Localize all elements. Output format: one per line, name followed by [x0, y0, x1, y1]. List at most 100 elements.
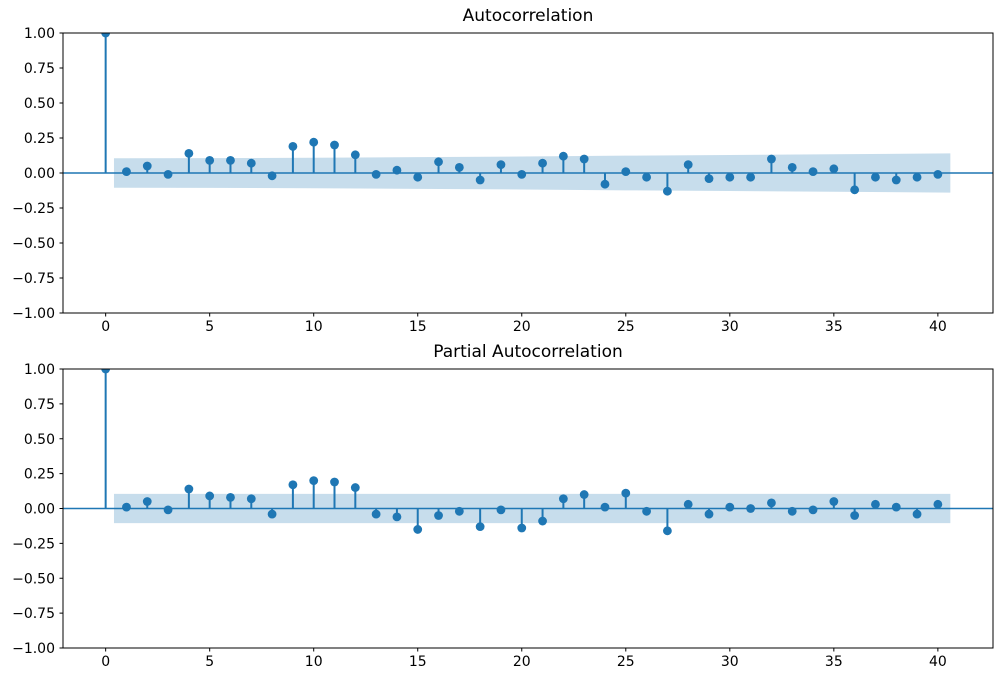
stem-marker	[662, 526, 672, 536]
stem-marker	[912, 509, 922, 519]
stem-marker	[621, 488, 631, 498]
stem-marker	[226, 492, 235, 502]
stem-marker	[413, 525, 423, 534]
stem-marker	[142, 497, 152, 506]
stem-marker	[871, 172, 880, 182]
stem-marker	[725, 502, 735, 512]
y-tick-label: 0.75	[24, 397, 55, 413]
stem-marker	[267, 509, 277, 519]
y-tick-label: 0.00	[24, 502, 55, 518]
x-tick-label: 5	[205, 654, 214, 670]
y-tick-label: 0.25	[24, 131, 55, 147]
x-tick-label: 35	[825, 654, 843, 670]
x-tick-label: 15	[409, 319, 427, 335]
stem-marker	[558, 151, 568, 161]
stem-marker	[496, 160, 506, 170]
stem-marker	[787, 506, 797, 516]
stem-marker	[891, 175, 901, 185]
stem-marker	[642, 506, 651, 516]
stem-marker	[683, 160, 693, 170]
stem-marker	[205, 156, 215, 165]
stem-marker	[891, 502, 901, 512]
x-tick-label: 0	[101, 654, 110, 670]
x-tick-label: 15	[409, 654, 427, 670]
x-tick-label: 40	[929, 319, 947, 335]
stem-marker	[787, 163, 797, 172]
stem-marker	[246, 494, 256, 504]
x-tick-label: 10	[305, 654, 323, 670]
stem-marker	[558, 494, 568, 504]
stem-marker	[350, 150, 360, 160]
stem-marker	[579, 490, 589, 499]
stem-marker	[517, 170, 527, 179]
x-tick-label: 30	[721, 319, 739, 335]
y-tick-label: 0.50	[24, 96, 55, 112]
stem-marker	[517, 523, 527, 533]
y-tick-label: 0.75	[24, 61, 55, 77]
stem-marker	[538, 516, 547, 526]
stem-marker	[579, 154, 589, 164]
stem-marker	[267, 171, 277, 181]
x-tick-label: 20	[513, 654, 531, 670]
stem-marker	[413, 172, 423, 182]
stem-marker	[434, 157, 443, 167]
stem-marker	[767, 154, 776, 164]
stem-marker	[538, 158, 547, 168]
stem-marker	[122, 502, 131, 512]
x-tick-label: 10	[305, 319, 323, 335]
y-tick-label: −0.75	[12, 271, 55, 287]
x-tick-label: 35	[825, 319, 843, 335]
pacf-plot: 0 5 10 15 20 25 30 35 40 1.00 0.75 0.50 0.25 0.00 −0.2…	[12, 362, 994, 670]
stem-marker	[642, 172, 651, 182]
stem-marker	[434, 511, 443, 520]
acf-plot: 0 5 10 15 20 25 30 35 40 1.00 0.75 0.50 0.25 0.00 −0.2…	[12, 26, 994, 335]
x-tick-label: 5	[205, 319, 214, 335]
stem-marker	[662, 186, 672, 196]
stem-marker	[683, 499, 693, 509]
y-tick-label: 0.00	[24, 166, 55, 182]
stem-marker	[371, 509, 381, 519]
x-tick-label: 30	[721, 654, 739, 670]
y-tick-label: 0.25	[24, 467, 55, 483]
stem-marker	[246, 158, 256, 168]
stem-marker	[912, 172, 922, 182]
y-tick-label: −0.25	[12, 201, 55, 217]
stem-marker	[101, 33, 111, 38]
stem-marker	[704, 174, 714, 184]
stem-marker	[205, 491, 215, 501]
stem-marker	[850, 185, 860, 195]
stem-marker	[350, 483, 360, 492]
y-tick-label: −1.00	[12, 306, 55, 322]
stem-marker	[122, 167, 131, 177]
stem-marker	[309, 476, 319, 485]
stem-marker	[933, 499, 943, 509]
y-tick-label: −0.50	[12, 236, 55, 252]
stem-marker	[600, 502, 610, 512]
stem-marker	[829, 497, 839, 506]
x-tick-label: 40	[929, 654, 947, 670]
stem-marker	[621, 167, 631, 177]
stem-marker	[933, 170, 943, 179]
stem-marker	[392, 165, 402, 175]
acf-plot-title: Autocorrelation	[462, 6, 594, 26]
x-tick-label: 0	[101, 319, 110, 335]
stem-marker	[871, 499, 880, 509]
stem-marker	[288, 142, 298, 151]
stem-marker	[600, 179, 610, 189]
stem-marker	[725, 172, 735, 182]
stem-marker	[163, 505, 173, 515]
x-tick-label: 25	[617, 654, 635, 670]
pacf-plot-title: Partial Autocorrelation	[433, 342, 623, 362]
stem-marker	[808, 167, 818, 177]
stem-marker	[330, 140, 339, 150]
stem-marker	[746, 172, 756, 182]
stem-marker	[454, 506, 464, 516]
stem-marker	[475, 175, 485, 185]
stem-marker	[226, 156, 235, 165]
stem-marker	[767, 498, 776, 508]
plot-area	[63, 369, 993, 536]
y-tick-label: −1.00	[12, 641, 55, 657]
stem-marker	[309, 137, 319, 147]
stem-marker	[392, 512, 402, 522]
